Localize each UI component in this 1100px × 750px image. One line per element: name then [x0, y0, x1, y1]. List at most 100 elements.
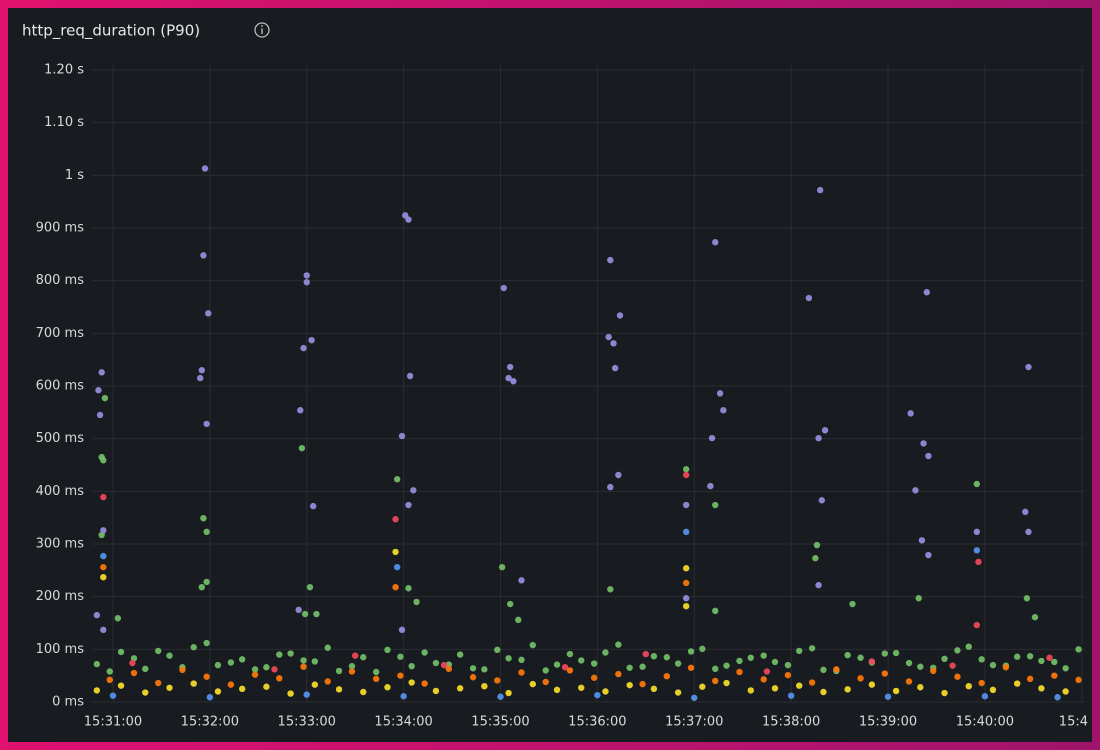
data-point	[708, 434, 716, 442]
data-point	[954, 647, 961, 654]
x-tick-label: 15:40:00	[956, 715, 1014, 730]
data-point	[481, 683, 488, 690]
data-point	[818, 497, 826, 504]
data-point	[1013, 653, 1021, 660]
data-point	[263, 664, 270, 671]
data-point	[432, 659, 440, 667]
data-point	[287, 650, 294, 657]
data-point	[784, 661, 792, 669]
data-point	[975, 558, 982, 566]
data-point	[515, 616, 522, 624]
data-point	[432, 687, 440, 695]
data-point	[978, 679, 985, 687]
data-point	[101, 394, 109, 402]
data-point	[205, 310, 212, 317]
data-point	[973, 480, 981, 488]
data-point	[384, 646, 391, 654]
data-point	[813, 541, 821, 549]
data-point	[100, 527, 107, 534]
data-point	[949, 662, 956, 669]
data-point	[155, 679, 162, 687]
data-point	[456, 685, 464, 692]
data-point	[529, 680, 536, 688]
data-point	[251, 666, 259, 673]
data-point	[372, 675, 380, 683]
data-point	[674, 660, 682, 667]
data-point	[868, 681, 876, 688]
data-point	[198, 583, 205, 591]
data-point	[203, 673, 210, 680]
data-point	[542, 678, 549, 686]
x-tick-label: 15:33:00	[278, 715, 336, 730]
data-point	[348, 668, 356, 675]
data-point	[227, 681, 235, 688]
data-point	[607, 483, 614, 491]
x-tick-label: 15:37:00	[665, 715, 723, 730]
data-point	[965, 643, 972, 650]
x-tick-label: 15:4	[1059, 715, 1088, 730]
data-point	[287, 690, 294, 697]
data-point	[203, 639, 210, 647]
data-point	[808, 679, 816, 686]
info-icon[interactable]	[254, 22, 270, 38]
data-point	[796, 682, 803, 689]
data-point	[815, 434, 822, 442]
data-point	[771, 685, 779, 692]
data-point	[497, 693, 504, 700]
y-tick-label: 1 s	[65, 168, 84, 183]
data-point	[616, 312, 624, 319]
data-point	[682, 595, 690, 602]
data-point	[408, 679, 415, 686]
data-point	[602, 649, 609, 656]
data-point	[808, 645, 816, 652]
data-point	[699, 683, 706, 690]
data-point	[129, 659, 136, 667]
x-tick-label: 15:34:00	[374, 715, 432, 730]
data-point	[500, 284, 507, 292]
data-point	[615, 670, 622, 678]
data-point	[682, 602, 690, 610]
data-point	[481, 666, 488, 673]
data-point	[784, 671, 792, 679]
data-point	[602, 688, 609, 695]
data-point	[1075, 646, 1082, 653]
data-point	[276, 675, 283, 682]
data-point	[699, 645, 706, 653]
data-point	[348, 662, 356, 670]
data-point	[981, 693, 989, 700]
data-point	[905, 659, 913, 667]
data-point	[610, 340, 617, 347]
data-point	[190, 680, 197, 687]
y-tick-label: 1.10 s	[44, 115, 84, 130]
data-point	[607, 256, 614, 264]
data-point	[505, 689, 512, 697]
data-point	[674, 689, 682, 696]
data-point	[812, 555, 819, 562]
data-point	[682, 471, 690, 479]
data-point	[393, 563, 401, 571]
data-point	[203, 528, 210, 536]
data-point	[203, 420, 210, 428]
data-point	[324, 678, 331, 685]
data-point	[930, 667, 937, 675]
data-point	[849, 600, 856, 608]
data-point	[642, 650, 650, 658]
data-point	[98, 369, 105, 376]
data-point	[1046, 654, 1053, 661]
data-point	[760, 652, 767, 659]
data-point	[405, 216, 412, 223]
data-point	[203, 578, 210, 586]
data-point	[1022, 508, 1029, 516]
data-point	[892, 687, 900, 695]
data-point	[406, 372, 414, 380]
data-point	[553, 686, 561, 694]
data-point	[844, 651, 851, 659]
data-point	[973, 528, 981, 536]
x-tick-label: 15:32:00	[181, 715, 239, 730]
data-point	[398, 432, 406, 440]
data-point	[276, 651, 283, 658]
data-point	[392, 583, 399, 591]
data-point	[142, 665, 149, 673]
data-point	[594, 691, 601, 699]
data-point	[844, 686, 851, 693]
